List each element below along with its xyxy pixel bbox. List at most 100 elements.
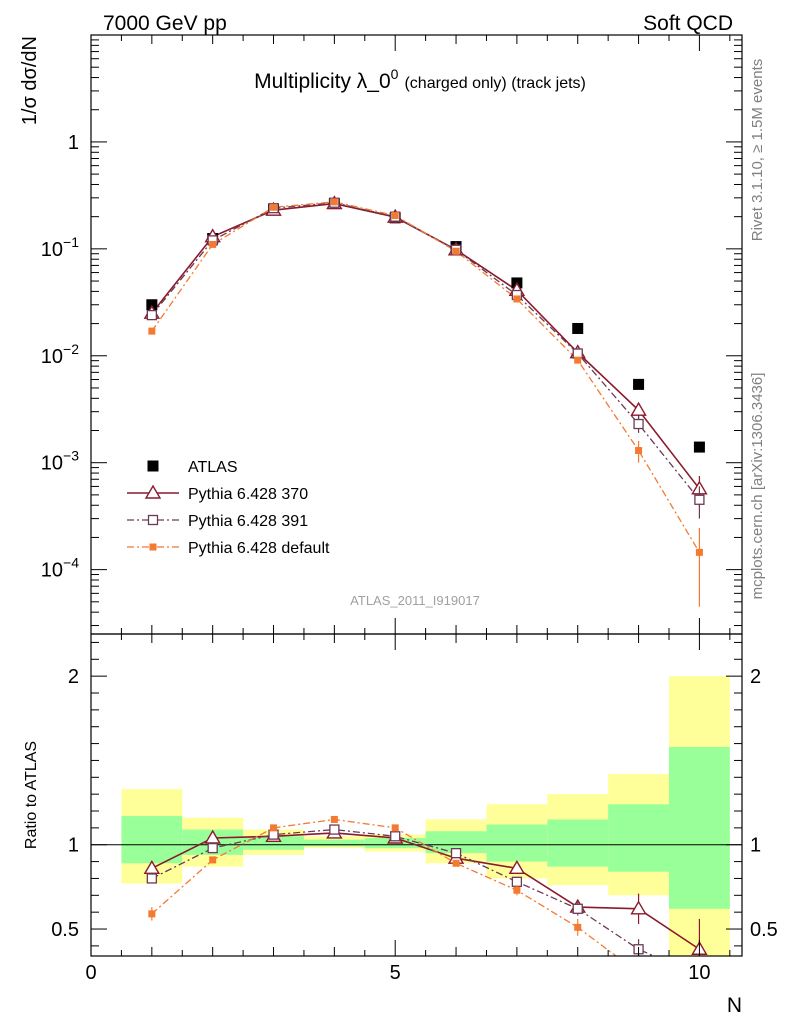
ratio-band-green — [608, 804, 669, 872]
ratio-point-p391 — [572, 903, 583, 914]
y-tick-label: 10−3 — [41, 448, 79, 475]
main-series-layer — [143, 195, 708, 607]
ratio-point-pdef — [270, 824, 278, 832]
data-point-pdef — [270, 203, 278, 211]
ratio-tick-label-left: 0.5 — [51, 919, 79, 941]
chart-title: Multiplicity λ_00 (charged only) (track j… — [254, 66, 586, 93]
ratio-line-p391 — [151, 828, 656, 956]
data-point-atlas — [693, 441, 705, 453]
ratio-point-p391 — [146, 873, 157, 884]
ratio-band-green — [425, 831, 487, 854]
data-point-pdef — [452, 247, 460, 255]
chart-title-main: Multiplicity λ_0 — [254, 70, 391, 93]
ratio-point-p391 — [207, 842, 218, 854]
y-tick-label-exp: −1 — [63, 234, 79, 250]
ratio-tick-label-left: 2 — [68, 666, 79, 688]
ratio-band-green — [121, 816, 183, 864]
legend: ATLAS Pythia 6.428 370 Pythia 6.428 391 Pyt… — [127, 459, 330, 557]
ratio-band-green — [243, 836, 304, 850]
y-tick-label: 1 — [68, 132, 79, 154]
ratio-point-pdef — [574, 923, 582, 931]
y-tick-label: 10−4 — [41, 555, 79, 582]
ratio-point-pdef — [330, 815, 338, 823]
series-line-p370 — [151, 202, 701, 490]
data-point-p391 — [146, 309, 157, 321]
ratio-band-green — [547, 819, 609, 867]
ratio-band-green — [486, 824, 548, 862]
data-point-pdef — [574, 356, 582, 364]
chart-title-extra: (charged only) (track jets) — [404, 75, 585, 92]
x-tick-label: 5 — [390, 962, 401, 984]
ratio-point-p391 — [390, 831, 401, 842]
ratio-point-pdef — [452, 859, 460, 867]
legend-label-p391: Pythia 6.428 391 — [188, 513, 308, 530]
y-tick-label-base: 10 — [41, 239, 63, 261]
ratio-point-p391 — [450, 848, 462, 859]
ratio-point-p391 — [268, 829, 279, 840]
side-mcplots-label: mcplots.cern.ch [arXiv:1306.3436] — [749, 373, 766, 600]
y-tick-label-exp: −3 — [63, 448, 79, 464]
ratio-point-pdef — [635, 969, 642, 976]
ratio-tick-label-right: 1 — [750, 835, 761, 857]
ratio-band-green — [303, 839, 365, 847]
ratio-tick-label-right: 0.5 — [750, 919, 778, 941]
legend-label-pdef: Pythia 6.428 default — [188, 540, 330, 557]
ratio-y-axis-label: Ratio to ATLAS — [23, 741, 40, 849]
legend-marker-pdef — [149, 543, 157, 551]
data-point-atlas — [633, 378, 645, 390]
data-point-p391 — [694, 494, 705, 505]
x-tick-label: 0 — [85, 962, 96, 984]
legend-marker-p370 — [144, 484, 162, 499]
ratio-point-pdef — [696, 993, 703, 1000]
y-tick-label-base: 10 — [41, 453, 63, 475]
y-tick-label: 10−1 — [41, 234, 79, 261]
data-point-pdef — [695, 548, 703, 556]
ratio-point-pdef — [209, 856, 217, 864]
data-point-pdef — [148, 327, 156, 335]
legend-label-atlas: ATLAS — [188, 459, 238, 476]
ratio-tick-label-left: 1 — [68, 835, 79, 857]
ratio-uncertainty-bands — [91, 676, 742, 956]
ratio-point-pdef — [513, 886, 521, 894]
data-point-atlas — [146, 299, 158, 311]
series-line-pdef — [151, 201, 700, 553]
legend-label-p370: Pythia 6.428 370 — [188, 486, 308, 503]
header-left: 7000 GeV pp — [103, 12, 227, 35]
ratio-point-p370 — [630, 900, 647, 915]
y-tick-label-exp: −2 — [63, 341, 79, 357]
data-point-pdef — [635, 447, 643, 455]
y-tick-label: 10−2 — [41, 341, 79, 368]
data-point-pdef — [209, 240, 217, 248]
legend-marker-p391 — [147, 514, 159, 526]
ratio-point-pdef — [148, 910, 156, 918]
y-tick-label-exp: −4 — [63, 555, 79, 571]
legend-marker-atlas — [147, 460, 159, 472]
y-axis-label: 1/σ dσ/dN — [19, 36, 41, 125]
x-tick-label: 10 — [688, 962, 710, 984]
y-tick-label-base: 10 — [41, 346, 63, 368]
data-point-atlas — [572, 322, 584, 334]
side-rivet-label: Rivet 3.1.10, ≥ 1.5M events — [749, 59, 766, 242]
data-point-p391 — [633, 418, 644, 430]
analysis-id: ATLAS_2011_I919017 — [350, 593, 480, 608]
data-point-p370 — [630, 401, 647, 416]
ratio-panel-frame — [90, 633, 743, 957]
ratio-point-pdef — [391, 824, 399, 832]
ratio-point-p391 — [511, 876, 523, 887]
y-tick-label-base: 10 — [41, 560, 63, 582]
x-axis-label: N — [727, 994, 742, 1017]
ratio-band-green — [668, 746, 730, 909]
header-right: Soft QCD — [643, 12, 733, 35]
ratio-point-p391 — [329, 824, 340, 835]
data-point-pdef — [513, 295, 521, 303]
ratio-line-pdef — [151, 818, 618, 956]
data-point-pdef — [391, 212, 399, 220]
data-point-pdef — [330, 198, 338, 206]
ratio-point-p370 — [508, 859, 526, 875]
ratio-line-p370 — [151, 832, 700, 950]
ratio-tick-label-right: 2 — [750, 666, 761, 688]
series-line-p391 — [151, 202, 700, 501]
chart-title-sup: 0 — [391, 66, 399, 82]
